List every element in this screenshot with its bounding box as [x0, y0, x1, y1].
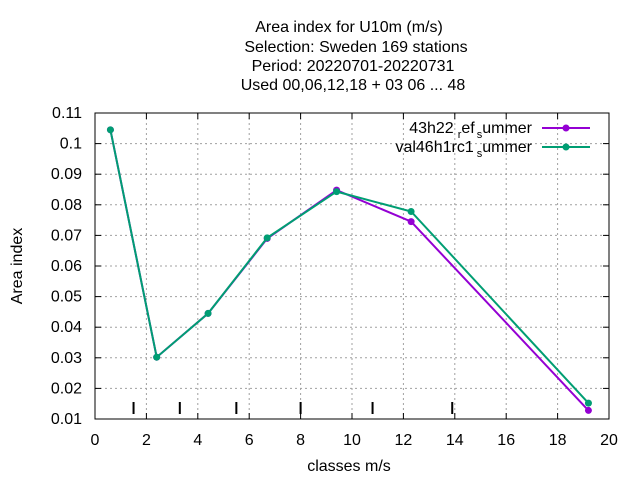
chart-title-line-3: Period: 20220701-20220731 — [252, 58, 455, 75]
data-point-val46h1rc1 — [407, 208, 415, 216]
y-tick-label: 0.01 — [51, 411, 82, 428]
x-tick-label: 18 — [549, 432, 567, 449]
y-tick-label: 0.03 — [51, 350, 82, 367]
series-lines — [106, 126, 592, 414]
data-point-val46h1rc1 — [153, 353, 161, 361]
axis-ticks: 0 2 4 6 8 10 12 14 16 18 20 0.01 0.02 0.03 0.04 0.05 0.0… — [51, 105, 618, 449]
chart-title-line-2: Selection: Sweden 169 stations — [244, 39, 467, 56]
legend-marker-val46h1rc1 — [562, 143, 570, 151]
y-tick-label: 0.11 — [52, 105, 82, 122]
legend-marker-43h22 — [562, 124, 570, 132]
legend-label-43h22: 43h22 ref summer — [409, 120, 532, 141]
y-tick-label: 0.09 — [51, 166, 82, 183]
x-tick-label: 6 — [245, 432, 254, 449]
data-point-val46h1rc1 — [333, 188, 341, 196]
data-point-val46h1rc1 — [584, 399, 592, 407]
data-point-val46h1rc1 — [263, 234, 271, 242]
x-tick-label: 20 — [600, 432, 618, 449]
class-boundary-marks — [132, 402, 454, 414]
x-tick-label: 2 — [142, 432, 151, 449]
chart-title-line-1: Area index for U10m (m/s) — [255, 19, 443, 36]
x-tick-label: 12 — [395, 432, 413, 449]
grid — [95, 113, 609, 419]
data-point-43h22 — [407, 218, 415, 226]
x-tick-label: 14 — [446, 432, 464, 449]
x-tick-label: 10 — [343, 432, 361, 449]
data-point-val46h1rc1 — [204, 309, 212, 317]
data-point-43h22 — [584, 406, 592, 414]
y-axis-label: Area index — [9, 228, 26, 305]
x-axis-label: classes m/s — [307, 458, 391, 475]
x-tick-label: 8 — [296, 432, 305, 449]
y-tick-label: 0.08 — [51, 197, 82, 214]
y-tick-label: 0.02 — [51, 380, 82, 397]
series-line-43h22 — [109, 129, 590, 412]
data-point-val46h1rc1 — [106, 126, 114, 134]
chart-title-line-4: Used 00,06,12,18 + 03 06 ... 48 — [241, 77, 466, 94]
y-tick-label: 0.1 — [60, 136, 82, 153]
legend-label-val46h1rc1: val46h1rc1 summer — [395, 139, 532, 160]
x-tick-label: 4 — [193, 432, 202, 449]
y-tick-label: 0.04 — [51, 319, 82, 336]
legend: 43h22 ref summer val46h1rc1 summer — [395, 120, 590, 160]
x-tick-label: 16 — [497, 432, 515, 449]
x-tick-label: 0 — [91, 432, 100, 449]
y-tick-label: 0.07 — [51, 227, 82, 244]
y-tick-label: 0.06 — [51, 258, 82, 275]
y-tick-label: 0.05 — [51, 289, 82, 306]
